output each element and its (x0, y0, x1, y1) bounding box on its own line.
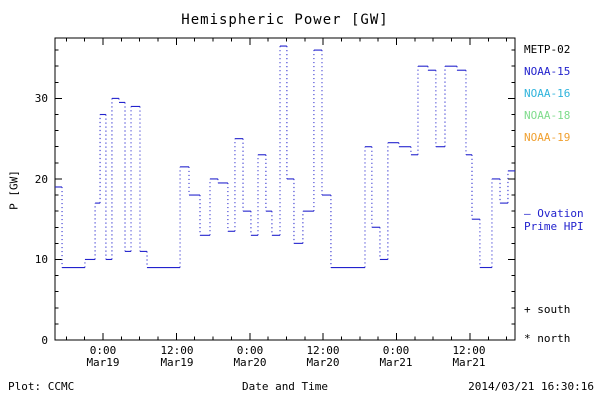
x-tick-time: 12:00 (160, 344, 194, 357)
y-tick-label-0: 0 (41, 334, 48, 347)
x-tick-label: 0:00 Mar20 (222, 345, 278, 369)
x-tick-time: 0:00 (382, 344, 410, 357)
chart-title: Hemispheric Power [GW] (181, 12, 389, 28)
x-tick-label: 12:00 Mar21 (441, 345, 497, 369)
legend-item-noaa16: NOAA-16 (524, 87, 571, 100)
x-tick-date: Mar21 (379, 356, 413, 369)
legend-item-noaa15: NOAA-15 (524, 65, 571, 78)
legend-item-metp02: METP-02 (524, 43, 571, 56)
legend-north-label: * north (524, 332, 571, 345)
plot-credit: Plot: CCMC (8, 380, 75, 393)
legend-ovation-hpi: – Ovation Prime HPI (524, 207, 584, 233)
timestamp: 2014/03/21 16:30:16 (468, 380, 594, 393)
x-tick-label: 0:00 Mar21 (368, 345, 424, 369)
x-axis-label: Date and Time (241, 380, 329, 393)
legend-ovation-line1: – Ovation (524, 207, 584, 220)
x-tick-date: Mar21 (452, 356, 486, 369)
x-tick-time: 12:00 (306, 344, 340, 357)
x-tick-label: 12:00 Mar20 (295, 345, 351, 369)
x-tick-label: 12:00 Mar19 (149, 345, 205, 369)
legend-item-noaa19: NOAA-19 (524, 131, 571, 144)
x-tick-time: 0:00 (89, 344, 117, 357)
x-tick-date: Mar20 (233, 356, 267, 369)
x-tick-date: Mar19 (160, 356, 194, 369)
legend-item-noaa18: NOAA-18 (524, 109, 571, 122)
x-tick-time: 12:00 (452, 344, 486, 357)
x-tick-time: 0:00 (236, 344, 264, 357)
legend-south-label: + south (524, 303, 571, 316)
y-tick-label-30: 30 (34, 92, 48, 105)
legend-ovation-line2: Prime HPI (524, 220, 584, 233)
y-tick-label-10: 10 (34, 253, 48, 266)
y-tick-label-20: 20 (34, 173, 48, 186)
x-tick-date: Mar20 (306, 356, 340, 369)
x-tick-label: 0:00 Mar19 (75, 345, 131, 369)
x-tick-date: Mar19 (86, 356, 120, 369)
